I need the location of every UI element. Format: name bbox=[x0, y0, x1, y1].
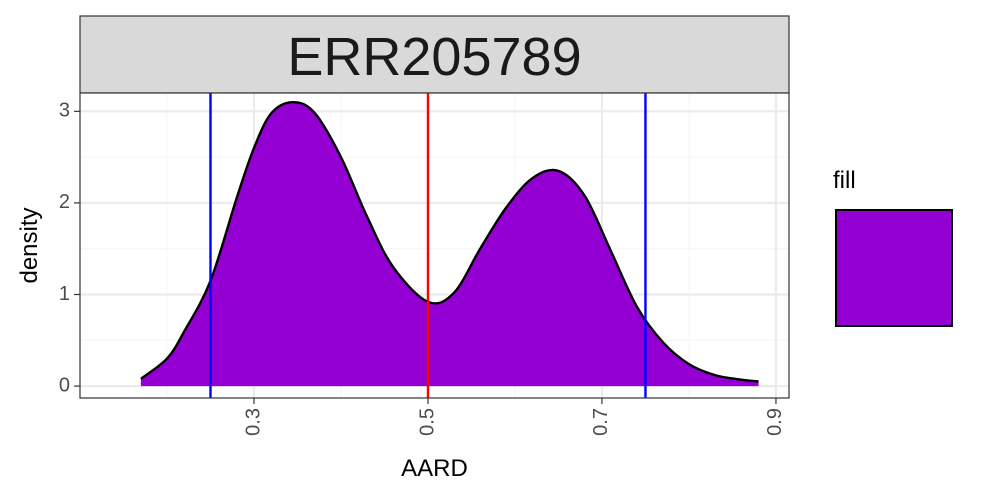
y-tick-label: 1 bbox=[59, 283, 70, 305]
y-axis: 0 1 2 3 bbox=[59, 100, 80, 396]
y-tick-label: 0 bbox=[59, 374, 70, 396]
reference-lines bbox=[209, 93, 647, 398]
legend-title: fill bbox=[833, 167, 856, 194]
x-tick-label: 0.9 bbox=[764, 408, 786, 436]
facet-strip: ERR205789 bbox=[79, 15, 790, 94]
density-outline bbox=[140, 100, 759, 383]
x-axis: 0.3 0.5 0.7 0.9 bbox=[242, 398, 786, 436]
x-tick-label: 0.5 bbox=[416, 408, 438, 436]
x-tick-label: 0.3 bbox=[242, 408, 264, 436]
y-tick-label: 2 bbox=[59, 191, 70, 213]
legend: fill bbox=[833, 167, 953, 327]
facet-strip-background bbox=[79, 15, 790, 94]
facet-label: ERR205789 bbox=[287, 27, 581, 87]
density-area bbox=[140, 102, 759, 387]
plot-panel-border bbox=[79, 92, 790, 399]
y-tick-label: 3 bbox=[59, 100, 70, 122]
x-axis-title: AARD bbox=[401, 455, 468, 482]
y-axis-title: density bbox=[16, 207, 43, 283]
legend-key-swatch bbox=[835, 209, 953, 327]
x-tick-label: 0.7 bbox=[590, 408, 612, 436]
plot-panel bbox=[79, 92, 790, 399]
